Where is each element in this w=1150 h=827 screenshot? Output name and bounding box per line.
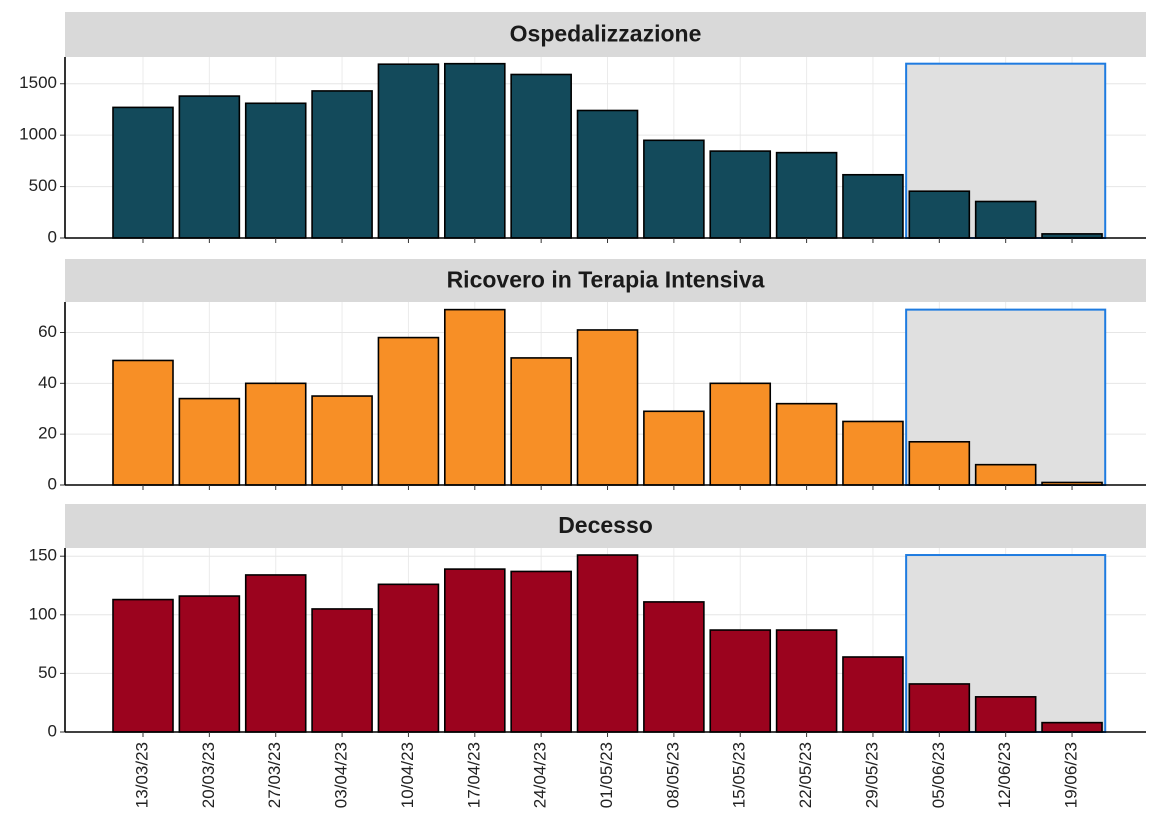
x-tick-label: 01/05/23	[597, 742, 616, 808]
bar	[178, 397, 241, 486]
x-tick-label: 20/03/23	[199, 742, 218, 808]
bar	[775, 402, 838, 486]
bar	[112, 598, 174, 733]
bar	[775, 629, 838, 733]
bar	[842, 420, 904, 486]
bar	[510, 73, 572, 239]
y-tick-label: 500	[29, 176, 57, 195]
bar	[377, 583, 440, 733]
bar	[311, 608, 373, 733]
x-tick-label: 17/04/23	[464, 742, 483, 808]
y-tick-label: 1000	[19, 125, 57, 144]
x-tick-label: 22/05/23	[796, 742, 815, 808]
bar	[244, 382, 307, 486]
y-tick-label: 1500	[19, 73, 57, 92]
bar	[244, 102, 307, 239]
bar	[377, 63, 440, 239]
bar	[709, 150, 772, 239]
bar	[311, 90, 373, 239]
y-tick-label: 60	[38, 322, 57, 341]
bar	[576, 329, 639, 486]
bar	[908, 190, 971, 239]
bar	[842, 173, 904, 239]
bar	[775, 151, 838, 239]
y-tick-label: 0	[48, 227, 57, 246]
strip-background	[65, 259, 1146, 302]
y-tick-label: 150	[29, 546, 57, 565]
bar	[974, 200, 1037, 239]
y-tick-label: 20	[38, 424, 57, 443]
bar	[643, 410, 705, 486]
x-tick-label: 15/05/23	[730, 742, 749, 808]
y-tick-label: 0	[48, 721, 57, 740]
bar	[377, 336, 440, 486]
bar	[974, 463, 1037, 486]
bar	[974, 696, 1037, 733]
bar	[510, 570, 572, 733]
y-tick-label: 0	[48, 474, 57, 493]
bar	[576, 554, 639, 733]
x-tick-label: 08/05/23	[663, 742, 682, 808]
x-tick-label: 12/06/23	[995, 742, 1014, 808]
bar	[311, 395, 373, 486]
panel-title: Decesso	[558, 512, 653, 538]
x-tick-label: 24/04/23	[531, 742, 550, 808]
x-tick-label: 13/03/23	[132, 742, 151, 808]
bar	[576, 109, 639, 239]
bar	[842, 656, 904, 733]
bar	[443, 308, 506, 486]
bar	[112, 359, 174, 486]
bar	[112, 106, 174, 239]
bar	[709, 629, 772, 733]
y-tick-label: 100	[29, 604, 57, 623]
y-tick-label: 40	[38, 373, 57, 392]
bar	[443, 62, 506, 239]
bar	[178, 95, 241, 239]
panel-title: Ospedalizzazione	[510, 21, 702, 47]
bar	[908, 683, 971, 733]
x-tick-label: 03/04/23	[332, 742, 351, 808]
x-tick-label: 19/06/23	[1062, 742, 1081, 808]
x-tick-label: 29/05/23	[862, 742, 881, 808]
bar	[244, 574, 307, 733]
bar	[643, 139, 705, 239]
bar	[178, 595, 241, 733]
x-tick-label: 10/04/23	[398, 742, 417, 808]
bar	[908, 440, 971, 486]
x-tick-label: 27/03/23	[265, 742, 284, 808]
bar	[709, 382, 772, 486]
strip-background	[65, 504, 1146, 548]
bar	[510, 357, 572, 486]
bar	[443, 568, 506, 733]
strip-background	[65, 12, 1146, 57]
bar	[643, 601, 705, 733]
y-tick-label: 50	[38, 663, 57, 682]
bar	[1041, 721, 1103, 733]
panel-title: Ricovero in Terapia Intensiva	[447, 267, 765, 293]
x-tick-label: 05/06/23	[929, 742, 948, 808]
